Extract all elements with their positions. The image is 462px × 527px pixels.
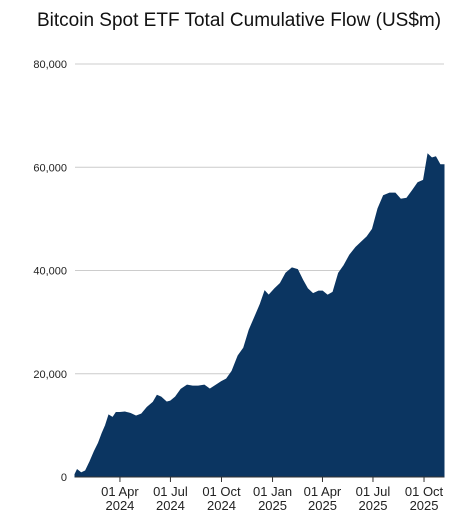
x-tick-year: 2025 [410, 498, 439, 513]
y-tick-label: 20,000 [33, 369, 67, 381]
x-tick-year: 2024 [207, 498, 236, 513]
cumulative-flow-area [74, 153, 445, 478]
x-tick-label: 01 Apr [304, 484, 342, 499]
x-tick-label: 01 Oct [202, 484, 241, 499]
x-tick-year: 2025 [308, 498, 337, 513]
y-tick-label: 60,000 [33, 162, 67, 174]
x-tick-year: 2025 [359, 498, 388, 513]
y-tick-label: 0 [61, 472, 67, 484]
x-tick-label: 01 Oct [405, 484, 444, 499]
x-tick-label: 01 Jul [153, 484, 188, 499]
x-tick-year: 2024 [156, 498, 185, 513]
y-axis-ticks: 80,000 60,000 40,000 20,000 0 [33, 59, 67, 484]
x-tick-year: 2024 [105, 498, 134, 513]
x-tick-label: 01 Jul [356, 484, 391, 499]
x-tick-year: 2025 [258, 498, 287, 513]
y-tick-label: 40,000 [33, 266, 67, 278]
area-series [74, 153, 445, 478]
y-tick-label: 80,000 [33, 59, 67, 71]
chart-title: Bitcoin Spot ETF Total Cumulative Flow (… [37, 10, 442, 31]
x-tick-label: 01 Apr [101, 484, 139, 499]
x-tick-label: 01 Jan [253, 484, 292, 499]
